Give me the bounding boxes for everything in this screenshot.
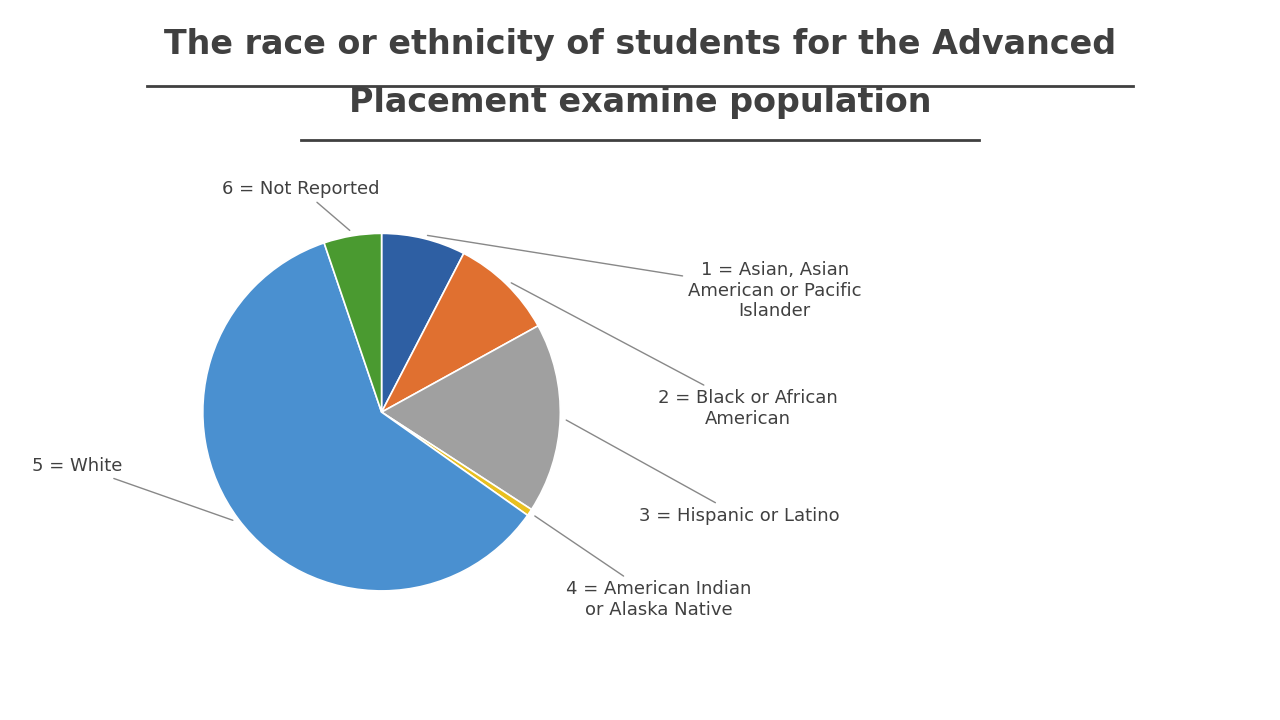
Point: [1125, 82, 1140, 91]
Text: 3 = Hispanic or Latino: 3 = Hispanic or Latino: [566, 420, 840, 525]
Text: 1 = Asian, Asian
American or Pacific
Islander: 1 = Asian, Asian American or Pacific Isl…: [428, 235, 861, 320]
Wedge shape: [381, 233, 463, 412]
Wedge shape: [202, 243, 527, 591]
Point: [293, 135, 308, 144]
Point: [972, 135, 987, 144]
Text: 6 = Not Reported: 6 = Not Reported: [223, 180, 380, 230]
Point: [140, 82, 155, 91]
Text: Placement examine population: Placement examine population: [348, 86, 932, 119]
Text: 5 = White: 5 = White: [32, 456, 233, 521]
Text: The race or ethnicity of students for the Advanced: The race or ethnicity of students for th…: [164, 28, 1116, 61]
Wedge shape: [324, 233, 381, 412]
Wedge shape: [381, 412, 531, 516]
Text: 4 = American Indian
or Alaska Native: 4 = American Indian or Alaska Native: [535, 516, 751, 619]
Text: 2 = Black or African
American: 2 = Black or African American: [511, 283, 838, 428]
Wedge shape: [381, 326, 561, 510]
Wedge shape: [381, 253, 538, 412]
